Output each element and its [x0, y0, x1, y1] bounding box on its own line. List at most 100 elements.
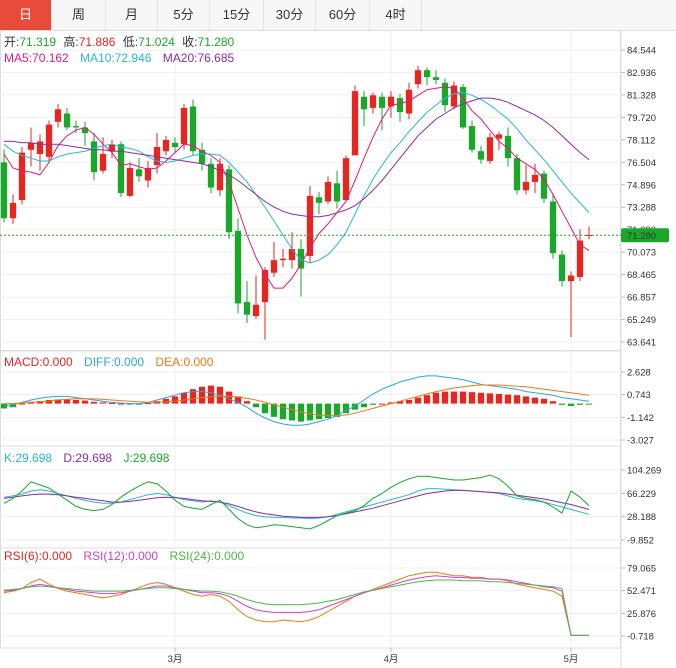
candle-body	[351, 91, 359, 156]
macd-bar	[351, 403, 359, 410]
macd-bar	[315, 403, 323, 420]
macd-bar	[18, 403, 26, 405]
tab-60min[interactable]: 60分	[316, 0, 370, 30]
tab-30min[interactable]: 30分	[264, 0, 316, 30]
macd-bar	[171, 396, 179, 404]
candle-body	[225, 169, 233, 233]
ohlc-legend: 开:71.319 高:71.886 低:71.024 收:71.280	[4, 34, 235, 49]
candle-body	[171, 142, 179, 148]
candle-body	[54, 109, 62, 122]
macd-bar	[396, 401, 404, 404]
tab-month[interactable]: 月	[106, 0, 158, 30]
macd-bar	[387, 402, 395, 404]
macd-bar	[198, 386, 206, 404]
period-tab-bar: 日 周 月 5分 15分 30分 60分 4时	[0, 0, 676, 31]
macd-bar	[549, 401, 557, 404]
macd-bar	[45, 399, 53, 404]
candle-body	[27, 142, 35, 150]
macd-bar	[468, 392, 476, 404]
macd-bar	[99, 402, 107, 404]
candle-body	[531, 174, 539, 182]
candle-body	[306, 195, 314, 256]
macd-bar	[369, 403, 377, 405]
candle-body	[441, 82, 449, 106]
macd-bar	[585, 403, 593, 405]
candle-body	[468, 126, 476, 150]
macd-bar	[495, 393, 503, 404]
macd-bar	[81, 400, 89, 404]
y-tick-label: -3.027	[627, 436, 654, 447]
macd-bar	[441, 391, 449, 404]
candle-body	[90, 141, 98, 173]
macd-bar	[225, 391, 233, 404]
candle-body	[387, 96, 395, 107]
y-tick-label: 68.465	[627, 270, 656, 281]
macd-bar	[342, 403, 350, 414]
y-axis-labels: 84.544 82.936 81.328 79.720 78.112 76.504 74.8…	[621, 46, 661, 643]
y-tick-label: 79.065	[627, 564, 656, 575]
y-tick-label: 65.249	[627, 315, 656, 326]
candle-body	[261, 269, 269, 303]
macd-bar	[135, 403, 143, 405]
candle-body	[108, 144, 116, 152]
candle-body	[369, 95, 377, 108]
macd-bar	[333, 403, 341, 417]
macd-bar	[162, 398, 170, 404]
y-tick-label: 25.876	[627, 609, 656, 620]
y-tick-label: 76.504	[627, 158, 656, 169]
candle-body	[396, 98, 404, 113]
macd-bar	[432, 392, 440, 404]
d-line	[3, 489, 590, 518]
candle-body	[288, 248, 296, 261]
tab-15min[interactable]: 15分	[210, 0, 264, 30]
y-tick-label: 74.896	[627, 180, 656, 191]
ma5-line	[3, 86, 590, 289]
tab-5min[interactable]: 5分	[158, 0, 210, 30]
candle-body	[243, 302, 251, 315]
candle-body	[216, 163, 224, 191]
macd-bar	[54, 399, 62, 404]
y-tick-label: 79.720	[627, 113, 656, 124]
y-tick-label: 104.269	[627, 466, 661, 477]
y-tick-label: 70.073	[627, 248, 656, 259]
rsi24-line	[3, 579, 589, 636]
candle-body	[81, 127, 89, 134]
ma10-line	[3, 91, 590, 264]
macd-bar	[72, 399, 80, 404]
candle-body	[234, 230, 242, 304]
macd-bar	[270, 403, 278, 417]
candle-body	[162, 140, 170, 152]
y-tick-label: 82.936	[627, 68, 656, 79]
last-price-tag: 71.280	[621, 228, 669, 243]
macd-bar	[306, 403, 314, 421]
macd-bar	[378, 403, 386, 405]
candle-body	[558, 254, 566, 282]
tab-4hour[interactable]: 4时	[370, 0, 422, 30]
candle-body	[153, 147, 161, 166]
macd-bar	[405, 399, 413, 404]
macd-bar	[144, 402, 152, 404]
x-tick-label: 4月	[384, 654, 399, 665]
candle-body	[126, 167, 134, 196]
tab-week[interactable]: 周	[52, 0, 106, 30]
y-tick-label: 84.544	[627, 46, 656, 57]
macd-bar	[252, 403, 260, 408]
macd-bar	[540, 398, 548, 404]
macd-bar	[576, 403, 584, 405]
macd-bar	[0, 403, 8, 409]
macd-bar	[108, 402, 116, 404]
macd-bar	[90, 401, 98, 404]
candle-body	[432, 77, 440, 80]
candle-body	[9, 202, 17, 219]
candle-body	[423, 70, 431, 78]
candle-body	[297, 248, 305, 269]
kline-chart[interactable]: 开:71.319 高:71.886 低:71.024 收:71.280 MA5:…	[0, 30, 676, 668]
ma20-line	[4, 97, 590, 218]
candle-body	[324, 181, 332, 202]
tab-day[interactable]: 日	[0, 0, 52, 30]
macd-bar	[531, 397, 539, 404]
macd-bar	[558, 403, 566, 405]
candle-body	[0, 162, 8, 219]
candle-body	[342, 158, 350, 201]
candle-body	[315, 197, 323, 203]
